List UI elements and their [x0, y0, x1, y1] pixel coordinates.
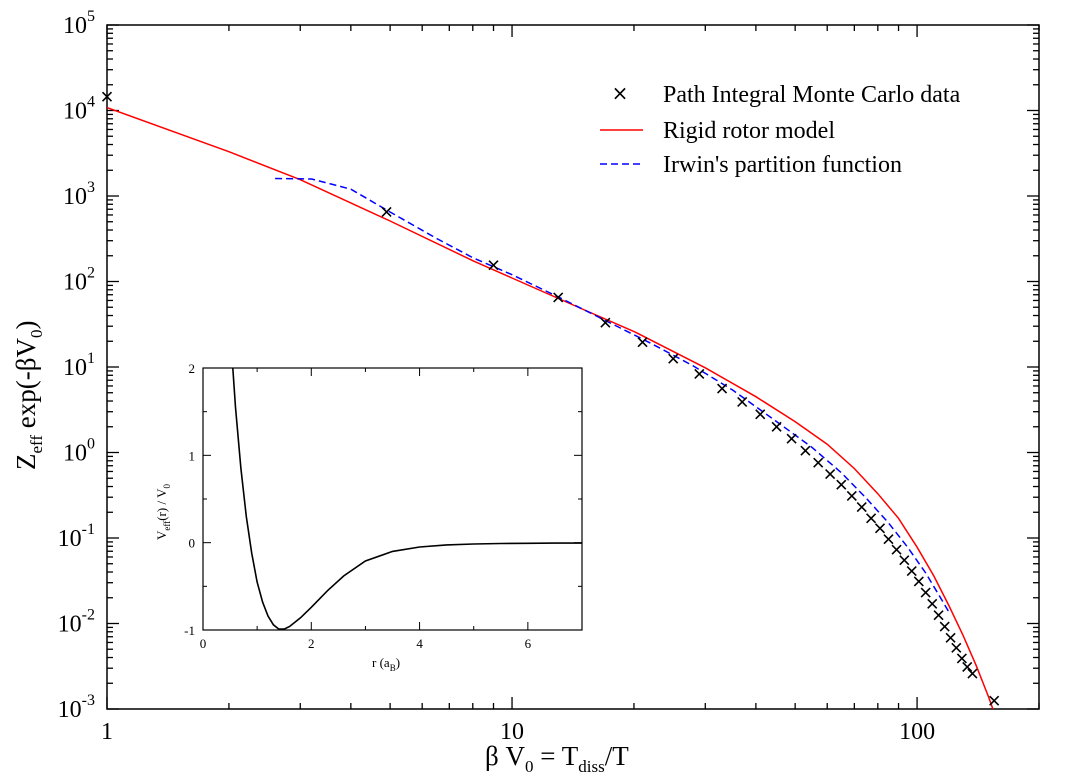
data-point-pimc [891, 544, 902, 555]
inset-plot-frame [202, 367, 583, 631]
x-tick-label: 10 [500, 719, 524, 745]
data-point-pimc [951, 642, 962, 653]
data-point-pimc [956, 653, 967, 664]
legend-marker-x: × [612, 81, 629, 105]
data-point-pimc [899, 555, 910, 566]
y-tick-label: 10-2 [58, 607, 95, 638]
y-axis-title: Zeff exp(-βV0) [11, 320, 46, 470]
data-point-pimc [737, 396, 748, 408]
inset-potential-curve [232, 368, 582, 630]
legend-label-rigid-rotor: Rigid rotor model [663, 118, 835, 144]
legend-item-pimc: × Path Integral Monte Carlo data [612, 81, 961, 108]
data-point-pimc [866, 513, 877, 524]
data-point-pimc [906, 566, 917, 577]
data-point-pimc [883, 534, 894, 545]
y-tick-labels: 10-3 10-2 10-1 100 101 102 103 104 105 [58, 8, 95, 723]
data-point-pimc [856, 502, 867, 513]
inset-x-tick-label: 4 [416, 636, 423, 651]
inset-y-tick-label: 1 [189, 448, 196, 463]
data-point-pimc [962, 661, 973, 673]
data-point-pimc [488, 260, 499, 271]
data-point-pimc [771, 421, 782, 432]
data-point-pimc [967, 668, 978, 679]
data-point-pimc [836, 479, 847, 490]
data-point-pimc [637, 337, 648, 348]
series-line-rigid-rotor [107, 106, 994, 709]
inset-x-tick-label: 0 [200, 636, 207, 651]
inset-y-tick-label: 2 [189, 361, 196, 376]
data-point-pimc [846, 490, 857, 502]
data-point-pimc [939, 621, 950, 632]
data-point-pimc [553, 292, 564, 303]
data-point-pimc [913, 576, 924, 587]
data-point-pimc [668, 353, 679, 364]
data-point-pimc [755, 409, 766, 420]
inset-axis-ticks: 0 2 4 6 -1 0 1 2 [184, 361, 583, 651]
x-tick-labels: 1 10 100 [101, 719, 935, 745]
data-point-pimc [786, 433, 797, 444]
data-point-pimc [600, 317, 611, 328]
data-point-pimc [381, 206, 392, 218]
data-point-pimc [825, 468, 836, 480]
data-point-pimc [813, 457, 824, 468]
series-line-irwin [275, 177, 950, 613]
main-axis-ticks [106, 24, 1040, 710]
legend-item-irwin: Irwin's partition function [600, 152, 902, 178]
main-series-group [101, 91, 1000, 709]
inset-y-axis-title: Veff(r) / V0 [154, 484, 172, 540]
data-point-pimc [945, 632, 956, 643]
y-tick-label: 100 [63, 436, 95, 467]
data-point-pimc [101, 91, 113, 102]
y-tick-label: 102 [63, 265, 95, 296]
data-point-pimc [716, 383, 728, 394]
inset-y-tick-label: -1 [184, 623, 195, 638]
inset-x-axis-title: r (aB) [372, 655, 400, 673]
data-point-pimc [989, 695, 1000, 706]
x-tick-label: 1 [101, 719, 113, 745]
inset-y-tick-label: 0 [189, 536, 196, 551]
legend-label-irwin: Irwin's partition function [663, 152, 902, 178]
x-tick-label: 100 [899, 719, 935, 745]
data-point-pimc [920, 587, 931, 598]
data-point-pimc [927, 598, 938, 609]
x-axis-title: β V0 = Tdiss/T [485, 741, 629, 776]
y-tick-label: 104 [63, 94, 95, 125]
data-point-pimc [694, 368, 705, 379]
legend: × Path Integral Monte Carlo data Rigid r… [600, 81, 961, 178]
legend-item-rigid-rotor: Rigid rotor model [600, 118, 835, 144]
legend-label-pimc: Path Integral Monte Carlo data [663, 82, 961, 108]
inset-series-group [232, 368, 582, 630]
data-point-pimc [933, 610, 944, 621]
y-tick-label: 103 [63, 179, 95, 210]
y-tick-label: 10-1 [58, 521, 95, 552]
y-tick-label: 101 [63, 350, 95, 381]
inset-x-tick-label: 2 [308, 636, 315, 651]
data-point-pimc [800, 445, 811, 456]
y-tick-label: 105 [63, 8, 95, 39]
inset-x-tick-label: 6 [525, 636, 532, 651]
y-tick-label: 10-3 [58, 692, 95, 723]
data-point-pimc [874, 523, 886, 534]
